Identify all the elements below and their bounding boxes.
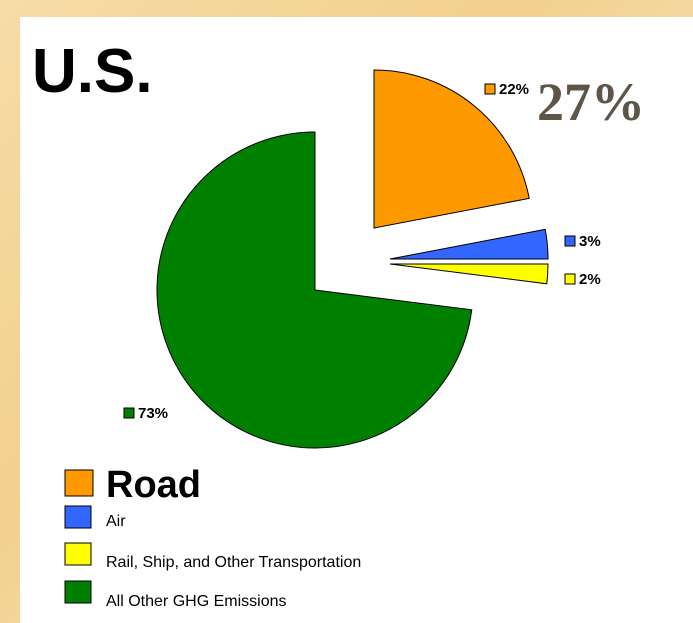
label-swatch [564, 235, 576, 247]
legend-label: Road [106, 464, 201, 506]
pie-slice [156, 131, 473, 449]
label-swatch [564, 273, 576, 285]
legend-swatch [64, 580, 92, 604]
data-label: 3% [579, 233, 601, 250]
legend-label: Air [106, 513, 126, 530]
legend-label: All Other GHG Emissions [106, 593, 286, 610]
data-label: 22% [499, 81, 529, 98]
legend-label: Rail, Ship, and Other Transportation [106, 554, 361, 571]
pie-slice [389, 228, 549, 260]
pie-slice [373, 69, 530, 229]
chart-title: U.S. [32, 37, 153, 106]
label-swatch [123, 407, 135, 419]
label-swatch [484, 83, 496, 95]
legend-swatch [64, 469, 94, 497]
annotation: 27% [537, 72, 645, 132]
legend-swatch [64, 542, 92, 566]
data-label: 73% [138, 405, 168, 422]
legend-swatch [64, 505, 92, 529]
pie-slice [389, 263, 549, 285]
data-label: 2% [579, 271, 601, 288]
